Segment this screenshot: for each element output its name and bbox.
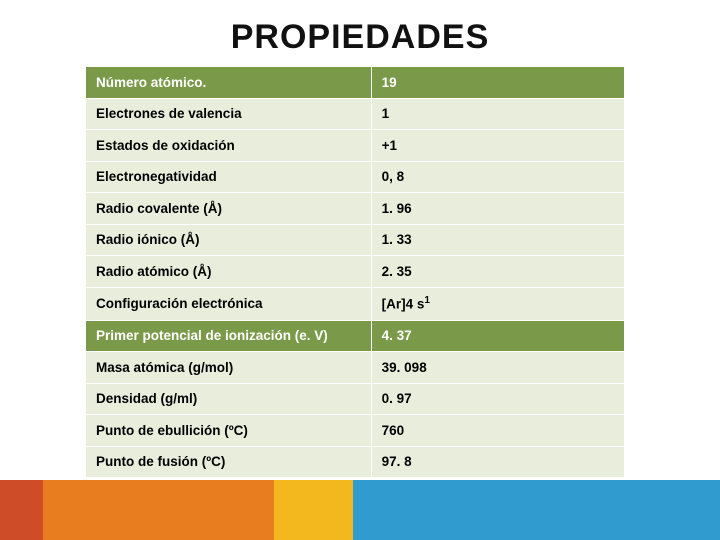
property-value: 1 bbox=[371, 98, 624, 130]
property-label: Radio atómico (Å) bbox=[86, 256, 372, 288]
table-row: Punto de fusión (ºC)97. 8 bbox=[86, 446, 625, 478]
table-row: Punto de ebullición (ºC)760 bbox=[86, 415, 625, 447]
table-row: Densidad (g/ml)0. 97 bbox=[86, 383, 625, 415]
table-row: Radio iónico (Å)1. 33 bbox=[86, 224, 625, 256]
property-label: Estados de oxidación bbox=[86, 130, 372, 162]
table-row: Radio covalente (Å)1. 96 bbox=[86, 193, 625, 225]
property-value: [Ar]4 s1 bbox=[371, 287, 624, 320]
property-label: Configuración electrónica bbox=[86, 287, 372, 320]
property-label: Punto de ebullición (ºC) bbox=[86, 415, 372, 447]
property-label: Densidad (g/ml) bbox=[86, 383, 372, 415]
property-value: 2. 35 bbox=[371, 256, 624, 288]
property-label: Número atómico. bbox=[86, 67, 372, 99]
property-value: 0, 8 bbox=[371, 161, 624, 193]
property-label: Masa atómica (g/mol) bbox=[86, 352, 372, 384]
table-row: Electronegatividad0, 8 bbox=[86, 161, 625, 193]
property-value: 760 bbox=[371, 415, 624, 447]
property-label: Radio iónico (Å) bbox=[86, 224, 372, 256]
slide: PROPIEDADES Número atómico.19Electrones … bbox=[0, 0, 720, 540]
property-value: +1 bbox=[371, 130, 624, 162]
table-row: Electrones de valencia1 bbox=[86, 98, 625, 130]
property-value: 1. 33 bbox=[371, 224, 624, 256]
accent-segment-1 bbox=[43, 480, 273, 540]
table-row: Configuración electrónica[Ar]4 s1 bbox=[86, 287, 625, 320]
page-title: PROPIEDADES bbox=[0, 18, 720, 57]
table-row: Radio atómico (Å)2. 35 bbox=[86, 256, 625, 288]
accent-band bbox=[0, 480, 720, 540]
properties-table-body: Número atómico.19Electrones de valencia1… bbox=[86, 67, 625, 478]
table-row: Número atómico.19 bbox=[86, 67, 625, 99]
table-row: Estados de oxidación+1 bbox=[86, 130, 625, 162]
properties-table-container: Número atómico.19Electrones de valencia1… bbox=[85, 66, 625, 478]
property-value: 39. 098 bbox=[371, 352, 624, 384]
property-label: Radio covalente (Å) bbox=[86, 193, 372, 225]
properties-table: Número atómico.19Electrones de valencia1… bbox=[85, 66, 625, 478]
property-label: Punto de fusión (ºC) bbox=[86, 446, 372, 478]
accent-segment-3 bbox=[353, 480, 720, 540]
property-label: Primer potencial de ionización (e. V) bbox=[86, 320, 372, 352]
property-value: 97. 8 bbox=[371, 446, 624, 478]
table-row: Primer potencial de ionización (e. V)4. … bbox=[86, 320, 625, 352]
property-label: Electronegatividad bbox=[86, 161, 372, 193]
property-value: 19 bbox=[371, 67, 624, 99]
property-value: 1. 96 bbox=[371, 193, 624, 225]
table-row: Masa atómica (g/mol)39. 098 bbox=[86, 352, 625, 384]
accent-segment-0 bbox=[0, 480, 43, 540]
property-value: 4. 37 bbox=[371, 320, 624, 352]
property-value: 0. 97 bbox=[371, 383, 624, 415]
accent-segment-2 bbox=[274, 480, 353, 540]
property-label: Electrones de valencia bbox=[86, 98, 372, 130]
